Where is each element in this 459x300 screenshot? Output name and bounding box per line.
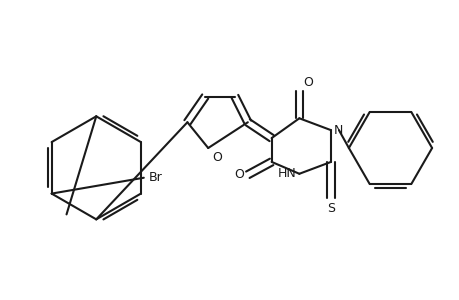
Text: O: O [234, 168, 243, 181]
Text: O: O [302, 76, 313, 88]
Text: HN: HN [277, 167, 296, 180]
Text: Br: Br [148, 171, 162, 184]
Text: O: O [212, 151, 222, 164]
Text: S: S [326, 202, 334, 214]
Text: N: N [333, 124, 343, 137]
